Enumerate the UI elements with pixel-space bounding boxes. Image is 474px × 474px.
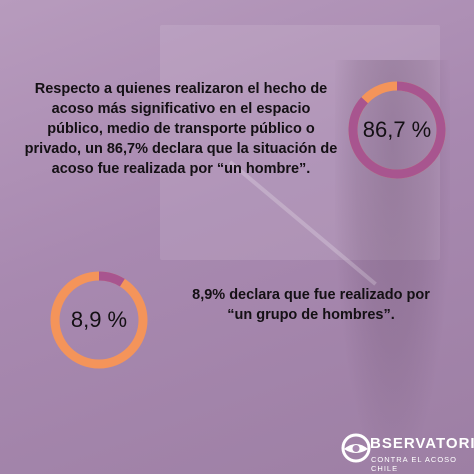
donut-one-value: 86,7 % [362, 117, 432, 142]
donut-two-svg [50, 271, 148, 369]
logo-title: BSERVATORIO [370, 435, 474, 452]
donut-one-share [348, 81, 446, 179]
donut-chart-two: 8,9 % [47, 268, 151, 372]
donut-chart-one: 86,7 % [345, 78, 449, 182]
background-photo-board [160, 25, 440, 260]
eye-icon [341, 433, 371, 463]
observatorio-logo: BSERVATORIO CONTRA EL ACOSO CHILE [320, 430, 474, 473]
stat-one-text: Respecto a quienes realizaron el hecho d… [24, 81, 338, 177]
stat-two-text: 8,9% declara que fue realizado por “un g… [192, 287, 430, 323]
donut-two-share [50, 271, 148, 369]
donut-one-svg [348, 81, 446, 179]
donut-two-value: 8,9 % [70, 307, 128, 332]
logo-subtitle: CONTRA EL ACOSO CHILE [371, 455, 457, 473]
